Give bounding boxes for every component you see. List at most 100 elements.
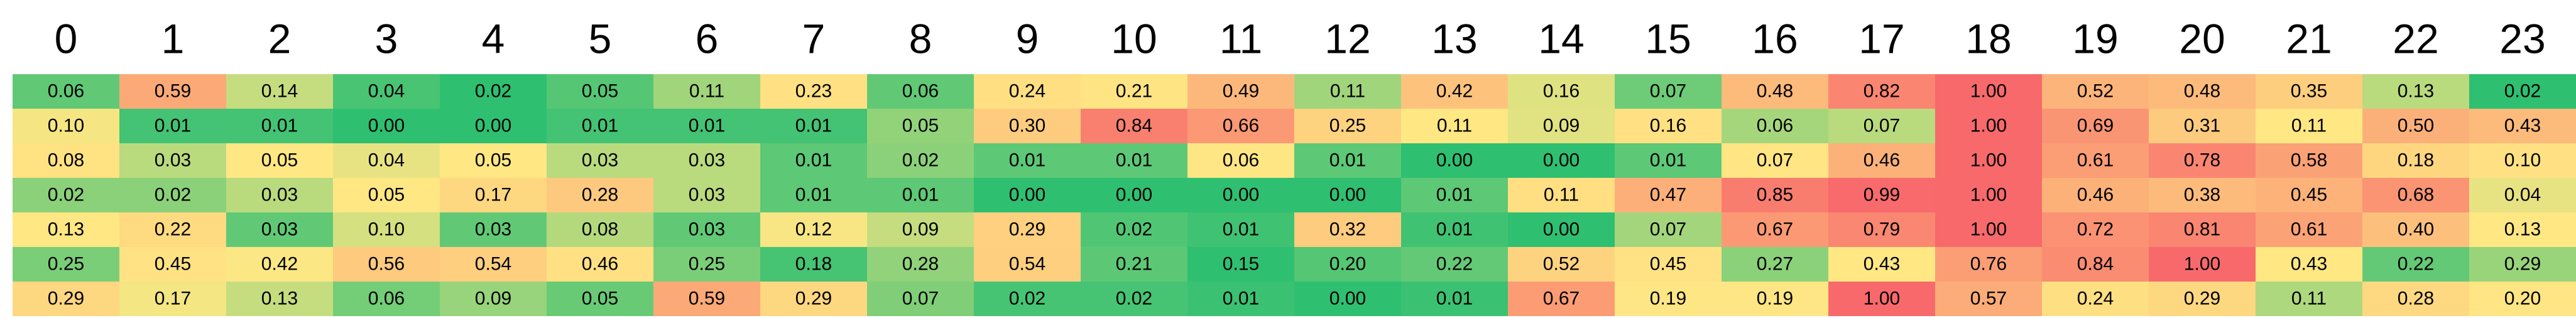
heat-cell [2362, 212, 2469, 247]
cell-label: 0.58 [2291, 150, 2327, 170]
heat-cell [653, 178, 760, 212]
cell-label: 0.43 [2291, 253, 2327, 274]
heat-cell [1294, 282, 1401, 316]
heat-cell [867, 178, 974, 212]
heat-cell [547, 74, 653, 109]
heat-cell [1294, 178, 1401, 212]
heat-cell [333, 247, 440, 282]
cell-label: 0.07 [1864, 115, 1900, 136]
heat-cell [974, 282, 1081, 316]
column-header: 15 [1645, 15, 1691, 62]
heat-cell [653, 212, 760, 247]
cell-label: 0.06 [48, 80, 84, 101]
cell-label: 0.20 [1329, 253, 1366, 274]
cell-label: 0.28 [902, 253, 939, 274]
cell-label: 0.00 [1329, 288, 1366, 309]
column-header: 18 [1965, 15, 2011, 62]
heat-cell [2042, 109, 2149, 143]
cell-label: 0.09 [475, 288, 511, 309]
heat-cell [1935, 282, 2042, 316]
heat-cell [1828, 109, 1935, 143]
column-header: 0 [55, 15, 78, 62]
cell-label: 1.00 [1970, 184, 2007, 205]
cell-label: 0.01 [1329, 150, 1366, 170]
cell-label: 0.02 [2504, 80, 2541, 101]
column-header: 13 [1431, 15, 1477, 62]
heat-cell [13, 282, 119, 316]
cell-label: 0.03 [689, 150, 725, 170]
cell-label: 0.11 [2291, 115, 2327, 136]
cell-label: 0.02 [48, 184, 84, 205]
cell-label: 0.01 [1116, 150, 1152, 170]
heat-cell [2042, 212, 2149, 247]
cell-label: 0.11 [1544, 184, 1579, 205]
heat-cell [1935, 178, 2042, 212]
heat-cell [2256, 247, 2362, 282]
cell-label: 0.28 [582, 184, 618, 205]
heat-cell [333, 109, 440, 143]
heat-cell [226, 143, 333, 178]
heat-cell [1294, 143, 1401, 178]
heat-cell [1615, 143, 1722, 178]
heat-cell [1081, 109, 1187, 143]
cell-label: 0.45 [2291, 184, 2327, 205]
cell-label: 0.72 [2077, 219, 2114, 239]
cell-label: 0.68 [2398, 184, 2434, 205]
heat-cell [1401, 109, 1508, 143]
heat-cell [1935, 247, 2042, 282]
heat-cell [653, 282, 760, 316]
heat-cell [1828, 282, 1935, 316]
cell-label: 0.67 [1757, 219, 1793, 239]
cell-label: 0.01 [1009, 150, 1045, 170]
heat-cell [333, 178, 440, 212]
heat-cell [13, 109, 119, 143]
column-header: 8 [909, 15, 932, 62]
cell-label: 0.07 [1757, 150, 1793, 170]
cell-label: 0.28 [2398, 288, 2434, 309]
heat-cell [333, 143, 440, 178]
heat-cell [333, 74, 440, 109]
cell-label: 0.45 [1650, 253, 1686, 274]
heat-cell [1722, 212, 1828, 247]
cell-label: 0.11 [1437, 115, 1472, 136]
cell-label: 0.01 [1223, 288, 1259, 309]
cell-label: 0.18 [2398, 150, 2434, 170]
heat-cell [867, 247, 974, 282]
cell-label: 0.56 [368, 253, 405, 274]
cell-label: 0.03 [689, 219, 725, 239]
heat-cell [119, 109, 226, 143]
cell-label: 0.01 [1436, 219, 1473, 239]
heat-cell [13, 74, 119, 109]
heat-cell [1401, 178, 1508, 212]
cell-label: 0.13 [48, 219, 84, 239]
heat-cell [547, 109, 653, 143]
cell-label: 0.22 [1436, 253, 1473, 274]
heat-cell [119, 74, 226, 109]
heat-cell [974, 109, 1081, 143]
cell-label: 0.01 [582, 115, 618, 136]
cell-label: 0.17 [155, 288, 191, 309]
cell-label: 0.29 [48, 288, 84, 309]
cell-label: 0.82 [1864, 80, 1900, 101]
heat-cell [2042, 74, 2149, 109]
cell-label: 0.08 [48, 150, 84, 170]
cell-label: 0.03 [261, 184, 298, 205]
heat-cell [2469, 247, 2576, 282]
heat-cell [1508, 178, 1615, 212]
heat-cell [1615, 178, 1722, 212]
cell-label: 0.21 [1116, 80, 1152, 101]
heat-cell [13, 143, 119, 178]
cell-label: 0.17 [475, 184, 511, 205]
cell-label: 1.00 [2184, 253, 2220, 274]
cell-label: 0.03 [475, 219, 511, 239]
heat-cell [119, 143, 226, 178]
heat-cell [974, 74, 1081, 109]
cell-label: 0.59 [689, 288, 725, 309]
cell-label: 0.05 [582, 288, 618, 309]
heat-cell [2042, 247, 2149, 282]
cell-label: 0.05 [261, 150, 298, 170]
cell-label: 0.07 [902, 288, 939, 309]
heat-cell [13, 212, 119, 247]
column-header: 20 [2179, 15, 2225, 62]
heat-cell [2149, 282, 2256, 316]
